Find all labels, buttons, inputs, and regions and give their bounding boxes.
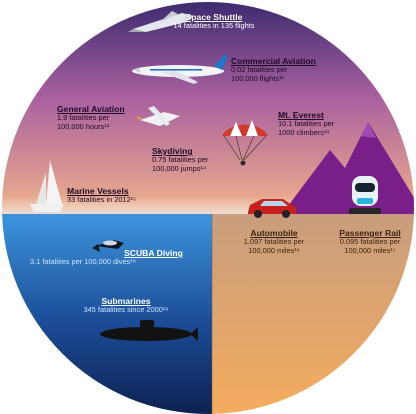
label-mt-everest: Mt. Everest 10.1 fatalities per 1000 cli… — [278, 110, 334, 138]
small-plane-icon — [136, 106, 180, 126]
car-icon — [248, 199, 296, 218]
submarines-title: Submarines — [101, 296, 151, 306]
commercial-aviation-detail-2: 100,000 flights¹¹ — [231, 73, 284, 83]
general-aviation-detail-1: 1.9 fatalities per — [57, 113, 110, 123]
label-submarines: Submarines 345 fatalities since 2000¹⁹ — [66, 296, 186, 315]
label-skydiving: Skydiving 0.75 fatalities per 100,000 ju… — [152, 146, 208, 174]
climber-icon — [349, 176, 381, 214]
submarines-detail-1: 345 fatalities since 2000¹⁹ — [83, 305, 169, 315]
marine-vessels-title: Marine Vessels — [67, 186, 129, 196]
passenger-rail-detail-2: 100,000 miles¹⁷ — [344, 245, 396, 255]
passenger-rail-title: Passenger Rail — [339, 228, 401, 238]
space-shuttle-title: Space Shuttle — [185, 12, 243, 22]
label-automobile: Automobile 1.097 fatalities per 100,000 … — [232, 228, 316, 256]
label-space-shuttle: Space Shuttle 14 fatalities in 135 fligh… — [166, 12, 262, 31]
sailboat-icon — [30, 160, 64, 212]
label-marine-vessels: Marine Vessels 33 fatalities in 2012¹⁵ — [67, 186, 136, 205]
automobile-detail-1: 1.097 fatalities per — [243, 237, 305, 247]
commercial-aviation-title: Commercial Aviation — [231, 56, 316, 66]
automobile-title: Automobile — [250, 228, 298, 238]
marine-vessels-detail-1: 33 fatalities in 2012¹⁵ — [67, 195, 137, 205]
mt-everest-title: Mt. Everest — [278, 110, 324, 120]
label-general-aviation: General Aviation 1.9 fatalities per 100,… — [57, 104, 125, 132]
mt-everest-detail-2: 1000 climbers¹³ — [278, 127, 329, 137]
parachute-icon — [222, 120, 268, 166]
mountain-icon — [282, 122, 414, 214]
skydiving-detail-1: 0.75 fatalities per — [152, 155, 209, 165]
skydiving-detail-2: 100,000 jumps¹⁴ — [152, 163, 207, 173]
automobile-detail-2: 100,000 miles¹⁶ — [248, 245, 300, 255]
label-scuba-diving: SCUBA Diving 3.1 fatalities per 100,000 … — [30, 248, 183, 267]
general-aviation-detail-2: 100,000 hours¹² — [57, 121, 110, 131]
submarine-icon — [100, 320, 198, 341]
label-passenger-rail: Passenger Rail 0.095 fatalities per 100,… — [330, 228, 410, 256]
passenger-rail-detail-1: 0.095 fatalities per — [339, 237, 401, 247]
commercial-aviation-detail-1: 0.02 fatalities per — [231, 65, 288, 75]
airliner-icon — [132, 55, 228, 84]
mt-everest-detail-1: 10.1 fatalities per — [278, 119, 335, 129]
space-shuttle-detail-1: 14 fatalities in 135 flights — [173, 21, 255, 31]
scuba-diving-detail-1: 3.1 fatalities per 100,000 dives¹⁸ — [30, 257, 136, 267]
general-aviation-title: General Aviation — [57, 104, 125, 114]
space-shuttle-icon — [128, 11, 194, 32]
skydiving-title: Skydiving — [152, 146, 193, 156]
label-commercial-aviation: Commercial Aviation 0.02 fatalities per … — [231, 56, 316, 84]
scuba-diving-title: SCUBA Diving — [124, 248, 183, 258]
scuba-diver-icon — [92, 240, 124, 252]
